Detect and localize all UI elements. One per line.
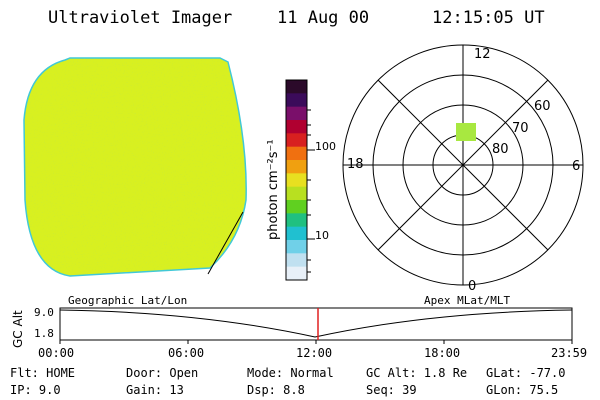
altitude-curve [59, 309, 573, 338]
lat-label-60: 60 [534, 99, 551, 114]
x-label-1200: 12:00 [296, 346, 333, 360]
status-gain: Gain: 13 [126, 383, 184, 397]
lat-label-80: 80 [492, 142, 509, 157]
lat-label-70: 70 [512, 121, 529, 136]
colorbar-segment [286, 133, 307, 148]
geo-latlon-title: Geographic Lat/Lon [68, 294, 188, 307]
colorbar-unit-label: photon cm⁻²s⁻¹ [266, 139, 281, 240]
x-label-0600: 06:00 [168, 346, 205, 360]
colorbar-segment [286, 120, 307, 134]
terminator-line [207, 211, 244, 275]
colorbar-segment [286, 106, 307, 121]
x-label-1800: 18:00 [424, 346, 461, 360]
mlt-label-12: 12 [474, 47, 491, 62]
colorbar [285, 79, 315, 281]
altitude-ylabel: GC Alt [11, 310, 25, 348]
colorbar-tick-100: 100 [315, 140, 336, 153]
mlt-label-18: 18 [347, 157, 364, 172]
status-seq: Seq: 39 [366, 383, 417, 397]
earth-disk-texture [24, 58, 247, 276]
altitude-panel [59, 307, 573, 344]
y-tick-9: 9.0 [34, 306, 54, 319]
colorbar-segment [286, 160, 307, 174]
x-label-0000: 00:00 [38, 346, 75, 360]
mlt-label-6: 6 [572, 159, 580, 174]
colorbar-segment [286, 266, 307, 281]
auroral-patch [456, 123, 476, 141]
y-tick-1-8: 1.8 [34, 327, 54, 340]
status-glon: GLon: 75.5 [486, 383, 559, 397]
polar-diag-2 [377, 79, 549, 251]
status-gc-alt: GC Alt: 1.8 Re [366, 366, 468, 380]
colorbar-segment [286, 80, 307, 94]
geo-image [23, 57, 247, 277]
status-glat: GLat: -77.0 [486, 366, 566, 380]
colorbar-segment [286, 93, 307, 108]
x-label-2359: 23:59 [551, 346, 588, 360]
status-ip: IP: 9.0 [10, 383, 61, 397]
colorbar-segment [286, 146, 307, 161]
colorbar-segment [286, 213, 307, 228]
colorbar-segment [286, 173, 307, 188]
polar-plot [342, 44, 584, 286]
colorbar-segment [286, 200, 307, 214]
status-dsp: Dsp: 8.8 [247, 383, 305, 397]
colorbar-segment [286, 226, 307, 241]
date-label: 11 Aug 00 [277, 8, 370, 28]
status-mode: Mode: Normal [247, 366, 334, 380]
status-door: Door: Open [126, 366, 199, 380]
colorbar-segment [286, 240, 307, 254]
colorbar-tick-10: 10 [315, 229, 329, 242]
instrument-title: Ultraviolet Imager [48, 8, 233, 28]
status-filter: Flt: HOME [10, 366, 76, 380]
mlt-label-0: 0 [468, 279, 476, 294]
apex-mlat-title: Apex MLat/MLT [424, 294, 511, 307]
colorbar-segment [286, 186, 307, 201]
colorbar-segment [286, 253, 307, 268]
time-label: 12:15:05 UT [432, 8, 545, 28]
